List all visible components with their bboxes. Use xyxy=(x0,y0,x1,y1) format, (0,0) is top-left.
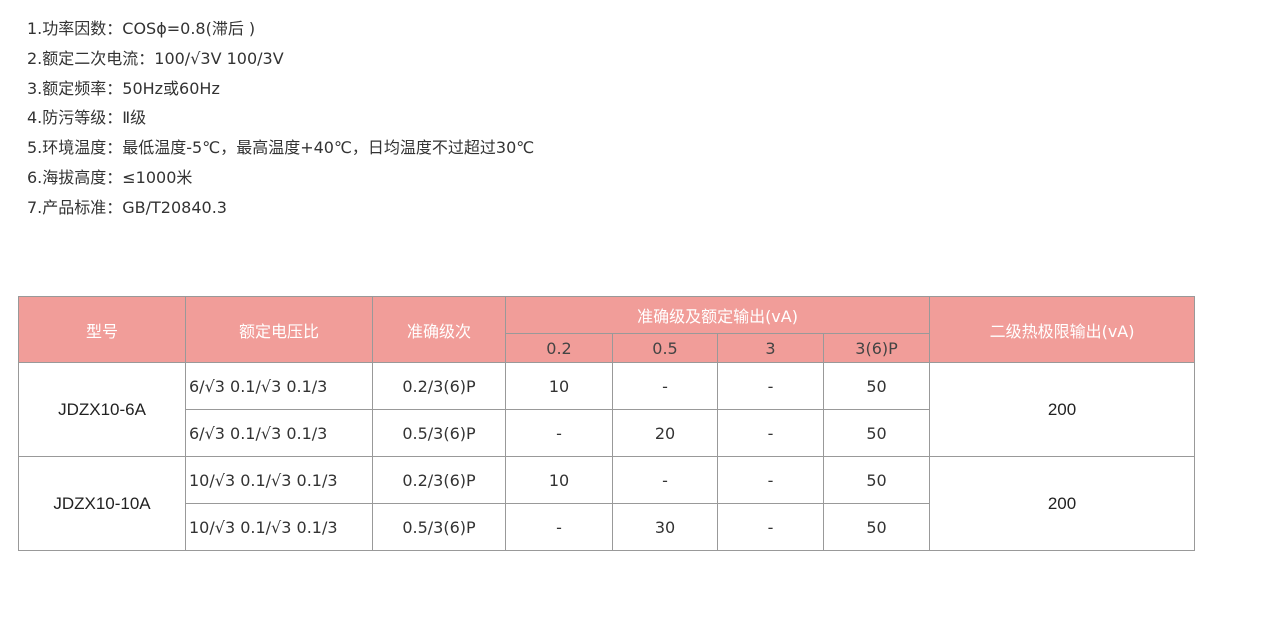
accuracy-cell: 0.2/3(6)P xyxy=(372,456,506,504)
output-cell: - xyxy=(717,456,824,504)
output-cell: 50 xyxy=(822,409,931,457)
header-output-class: 0.5 xyxy=(612,333,718,363)
header-output-class: 0.2 xyxy=(505,333,613,363)
spec-item: 2.额定二次电流：100/√3V 100/3V xyxy=(27,48,284,68)
output-cell: 30 xyxy=(612,503,718,551)
output-cell: 50 xyxy=(822,362,931,410)
spec-item: 1.功率因数：COSϕ=0.8(滞后 ) xyxy=(27,19,256,38)
output-cell: - xyxy=(505,409,613,457)
header-thermal-limit: 二级热极限输出(vA) xyxy=(929,296,1196,363)
output-cell: - xyxy=(717,503,824,551)
table-row: JDZX10-6A 6/√3 0.1/√3 0.1/3 0.2/3(6)P 10- -5… xyxy=(18,362,1196,457)
output-cell: 10 xyxy=(505,362,613,410)
table-row: 10/√3 0.1/√3 0.1/3 0.5/3(6)P -30-50 xyxy=(19,503,1195,551)
spec-table: 型号 额定电压比 准确级次 准确级及额定输出(vA) 二级热极限输出(vA) 0… xyxy=(18,296,1196,551)
output-cell: 20 xyxy=(612,409,718,457)
thermal-limit-cell: 200 xyxy=(929,362,1196,457)
spec-item: 6.海拔高度：≤1000米 xyxy=(27,167,193,187)
accuracy-cell: 0.5/3(6)P xyxy=(372,409,506,457)
spec-list: 1.功率因数：COSϕ=0.8(滞后 ) 2.额定二次电流：100/√3V 10… xyxy=(27,14,534,223)
accuracy-cell: 0.5/3(6)P xyxy=(372,503,506,551)
header-accuracy: 准确级次 xyxy=(372,296,506,363)
accuracy-cell: 0.2/3(6)P xyxy=(372,362,506,410)
model-cell: JDZX10-10A xyxy=(18,456,186,551)
output-cell: - xyxy=(612,456,718,504)
model-cell: JDZX10-6A xyxy=(18,362,186,457)
ratio-cell: 6/√3 0.1/√3 0.1/3 xyxy=(185,409,373,457)
output-cell: - xyxy=(505,503,613,551)
header-ratio: 额定电压比 xyxy=(185,296,373,363)
output-cell: - xyxy=(717,409,824,457)
table-row: JDZX10-10A 10/√3 0.1/√3 0.1/3 0.2/3(6)P 10-… xyxy=(18,456,1196,551)
ratio-cell: 10/√3 0.1/√3 0.1/3 xyxy=(185,503,373,551)
output-cell: 50 xyxy=(822,456,931,504)
output-cell: - xyxy=(717,362,824,410)
thermal-limit-cell: 200 xyxy=(929,456,1196,551)
header-model: 型号 xyxy=(18,296,186,363)
header-rated-output: 准确级及额定输出(vA) xyxy=(504,296,931,334)
header-output-class: 3(6)P xyxy=(822,333,931,363)
spec-item: 3.额定频率：50Hz或60Hz xyxy=(27,78,220,98)
spec-item: 4.防污等级：Ⅱ级 xyxy=(27,108,147,128)
spec-item: 7.产品标准：GB/T20840.3 xyxy=(27,197,227,217)
output-cell: - xyxy=(612,362,718,410)
output-cell: 50 xyxy=(822,503,931,551)
table-row: 6/√3 0.1/√3 0.1/3 0.5/3(6)P -20-50 xyxy=(19,409,1195,457)
spec-item: 5.环境温度：最低温度-5℃，最高温度+40℃，日均温度不过超过30℃ xyxy=(27,138,535,158)
output-cell: 10 xyxy=(505,456,613,504)
ratio-cell: 10/√3 0.1/√3 0.1/3 xyxy=(185,456,373,504)
ratio-cell: 6/√3 0.1/√3 0.1/3 xyxy=(185,362,373,410)
header-output-class: 3 xyxy=(717,333,824,363)
